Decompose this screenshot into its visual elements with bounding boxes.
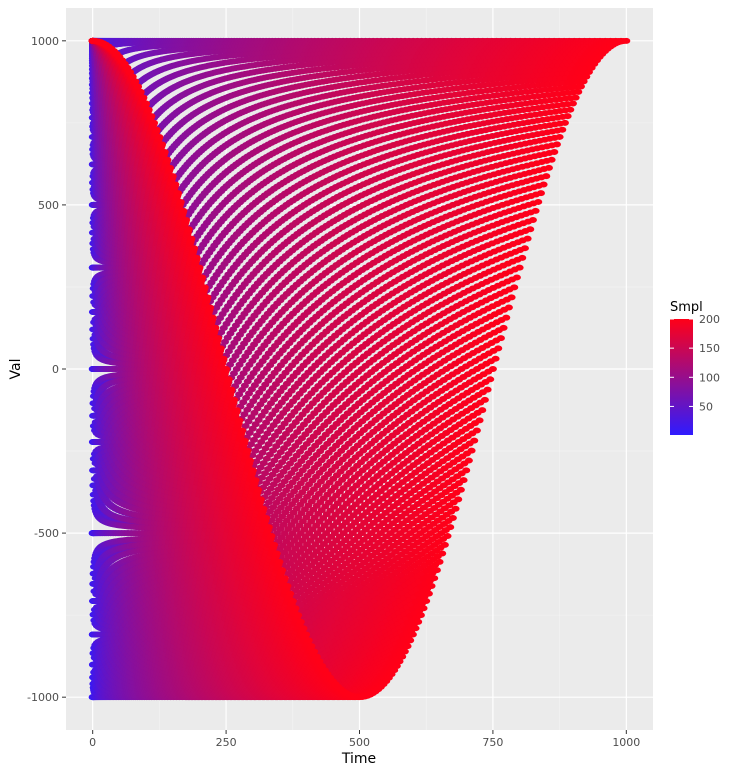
chart: 02505007501000 -1000-50005001000 Time Va… — [0, 0, 744, 773]
scatter-plot: 02505007501000 -1000-50005001000 Time Va… — [0, 0, 744, 773]
